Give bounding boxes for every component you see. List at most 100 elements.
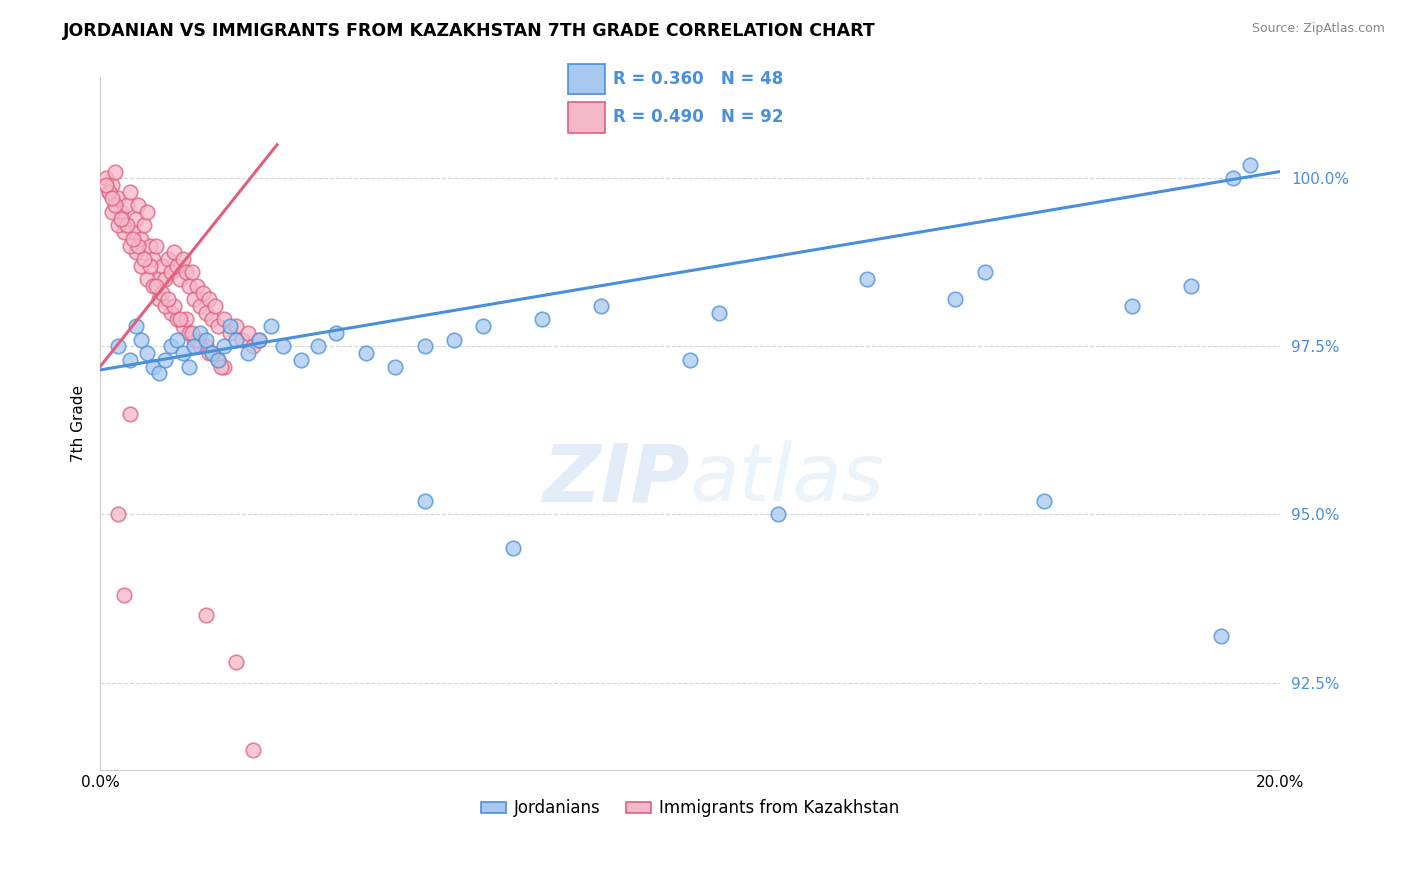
Point [1180,278,1202,293]
Point [104,198,127,212]
Point [131,232,153,246]
Point [127,238,149,252]
Point [148,272,170,286]
Point [209,359,232,374]
Y-axis label: 7th Grade: 7th Grade [72,385,86,462]
Point [768,508,790,522]
Point [472,319,495,334]
Point [198,293,221,307]
Point [156,252,179,266]
Point [260,319,283,334]
Point [118,352,141,367]
Point [136,346,159,360]
Point [98,185,121,199]
Point [115,219,138,233]
Point [160,306,183,320]
Point [231,333,253,347]
Point [207,352,229,367]
Point [201,346,224,360]
Point [107,508,129,522]
Point [201,346,224,360]
Point [145,238,167,252]
Point [290,352,312,367]
Point [107,219,129,233]
Point [180,265,202,279]
Point [131,333,153,347]
Text: R = 0.360   N = 48: R = 0.360 N = 48 [613,70,783,87]
Point [212,339,235,353]
Point [271,339,294,353]
Point [107,339,129,353]
Point [166,312,188,326]
Point [1222,171,1244,186]
Point [101,178,124,192]
FancyBboxPatch shape [568,63,605,95]
Point [148,366,170,380]
Point [242,743,264,757]
Point [153,299,176,313]
Point [118,238,141,252]
Point [195,608,218,623]
Point [1239,158,1261,172]
Point [531,312,554,326]
Point [101,205,124,219]
Point [204,299,226,313]
Point [1209,628,1232,642]
Point [201,312,224,326]
Point [104,164,127,178]
Point [136,272,159,286]
Point [166,259,188,273]
Point [163,299,186,313]
Point [142,252,165,266]
Point [190,339,212,353]
Text: atlas: atlas [690,440,884,518]
Point [219,326,242,340]
Point [124,245,146,260]
Point [183,333,205,347]
Point [242,339,264,353]
Point [591,299,613,313]
Point [150,259,173,273]
Point [160,265,183,279]
Point [121,225,143,239]
Point [856,272,879,286]
Point [193,285,215,300]
Point [413,494,436,508]
Point [180,326,202,340]
Point [115,198,138,212]
Point [195,306,218,320]
Point [174,312,197,326]
Point [134,219,156,233]
Point [679,352,702,367]
Point [225,656,247,670]
Point [973,265,995,279]
Point [190,326,212,340]
Point [153,272,176,286]
Point [1032,494,1054,508]
Point [127,198,149,212]
Legend: Jordanians, Immigrants from Kazakhstan: Jordanians, Immigrants from Kazakhstan [474,793,905,824]
Point [247,333,270,347]
Point [160,339,183,353]
Point [139,238,162,252]
Point [110,205,132,219]
Point [212,312,235,326]
Point [118,407,141,421]
Point [118,185,141,199]
Point [225,333,247,347]
Point [1121,299,1143,313]
Point [94,171,117,186]
Point [183,339,205,353]
Point [354,346,377,360]
Point [112,225,135,239]
Point [198,346,221,360]
Point [110,211,132,226]
FancyBboxPatch shape [568,103,605,133]
Point [502,541,524,555]
Point [98,185,121,199]
Text: Source: ZipAtlas.com: Source: ZipAtlas.com [1251,22,1385,36]
Point [101,191,124,205]
Point [156,293,179,307]
Point [124,211,146,226]
Point [142,278,165,293]
